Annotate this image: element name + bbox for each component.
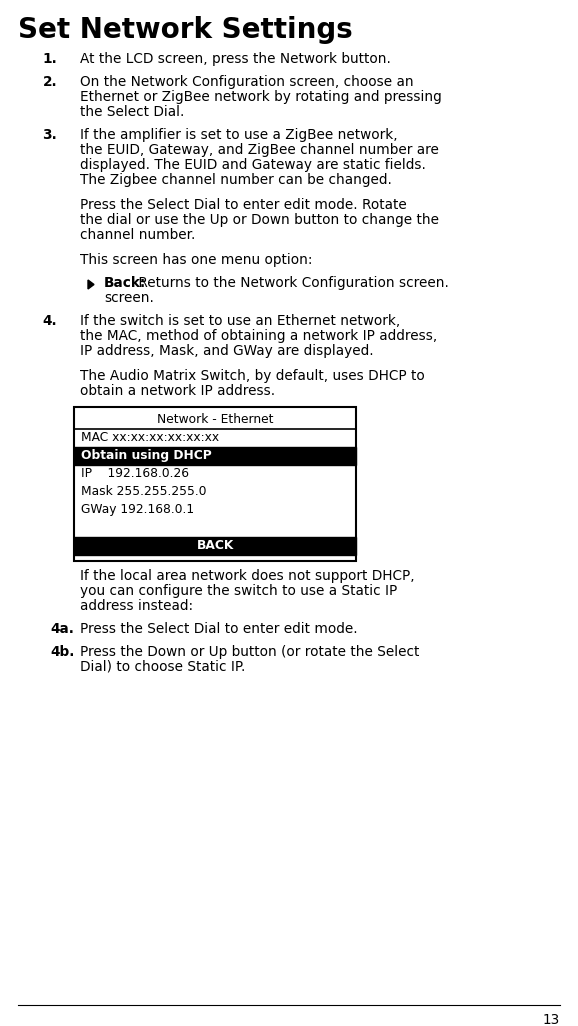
Text: Back:: Back: [104, 276, 146, 290]
Text: the dial or use the Up or Down button to change the: the dial or use the Up or Down button to… [80, 213, 439, 227]
Text: Ethernet or ZigBee network by rotating and pressing: Ethernet or ZigBee network by rotating a… [80, 90, 442, 104]
Text: 13: 13 [543, 1013, 560, 1026]
Text: screen.: screen. [104, 291, 154, 305]
Text: The Zigbee channel number can be changed.: The Zigbee channel number can be changed… [80, 173, 392, 187]
Text: 3.: 3. [42, 128, 57, 142]
Text: At the LCD screen, press the Network button.: At the LCD screen, press the Network but… [80, 52, 391, 66]
Text: you can configure the switch to use a Static IP: you can configure the switch to use a St… [80, 584, 397, 598]
Text: the Select Dial.: the Select Dial. [80, 105, 184, 119]
Text: On the Network Configuration screen, choose an: On the Network Configuration screen, cho… [80, 75, 414, 89]
Polygon shape [88, 280, 94, 289]
Text: address instead:: address instead: [80, 599, 193, 613]
Text: MAC xx:xx:xx:xx:xx:xx: MAC xx:xx:xx:xx:xx:xx [81, 431, 219, 444]
Bar [74, 537, 356, 555]
Text: Press the Select Dial to enter edit mode. Rotate: Press the Select Dial to enter edit mode… [80, 198, 407, 212]
Text: Network - Ethernet: Network - Ethernet [157, 413, 273, 426]
Text: The Audio Matrix Switch, by default, uses DHCP to: The Audio Matrix Switch, by default, use… [80, 369, 425, 383]
Text: displayed. The EUID and Gateway are static fields.: displayed. The EUID and Gateway are stat… [80, 158, 426, 172]
Text: If the local area network does not support DHCP,: If the local area network does not suppo… [80, 569, 414, 583]
Bar [74, 407, 356, 561]
Text: 4.: 4. [42, 314, 57, 328]
Text: the EUID, Gateway, and ZigBee channel number are: the EUID, Gateway, and ZigBee channel nu… [80, 143, 439, 157]
Text: 1.: 1. [42, 52, 57, 66]
Text: If the switch is set to use an Ethernet network,: If the switch is set to use an Ethernet … [80, 314, 400, 328]
Bar [74, 447, 356, 465]
Text: GWay 192.168.0.1: GWay 192.168.0.1 [81, 503, 194, 516]
Text: If the amplifier is set to use a ZigBee network,: If the amplifier is set to use a ZigBee … [80, 128, 398, 142]
Text: Obtain using DHCP: Obtain using DHCP [81, 449, 212, 462]
Text: IP address, Mask, and GWay are displayed.: IP address, Mask, and GWay are displayed… [80, 344, 373, 358]
Text: Dial) to choose Static IP.: Dial) to choose Static IP. [80, 660, 246, 674]
Text: 4b.: 4b. [50, 645, 75, 659]
Text: channel number.: channel number. [80, 228, 195, 242]
Text: IP    192.168.0.26: IP 192.168.0.26 [81, 467, 189, 480]
Text: Mask 255.255.255.0: Mask 255.255.255.0 [81, 485, 206, 498]
Text: This screen has one menu option:: This screen has one menu option: [80, 253, 313, 267]
Text: BACK: BACK [197, 539, 234, 552]
Text: Press the Down or Up button (or rotate the Select: Press the Down or Up button (or rotate t… [80, 645, 420, 659]
Text: Set Network Settings: Set Network Settings [18, 16, 353, 44]
Text: Returns to the Network Configuration screen.: Returns to the Network Configuration scr… [134, 276, 449, 290]
Text: obtain a network IP address.: obtain a network IP address. [80, 384, 275, 398]
Text: 4a.: 4a. [50, 622, 74, 636]
Text: 2.: 2. [42, 75, 57, 89]
Text: the MAC, method of obtaining a network IP address,: the MAC, method of obtaining a network I… [80, 329, 437, 343]
Text: Press the Select Dial to enter edit mode.: Press the Select Dial to enter edit mode… [80, 622, 358, 636]
